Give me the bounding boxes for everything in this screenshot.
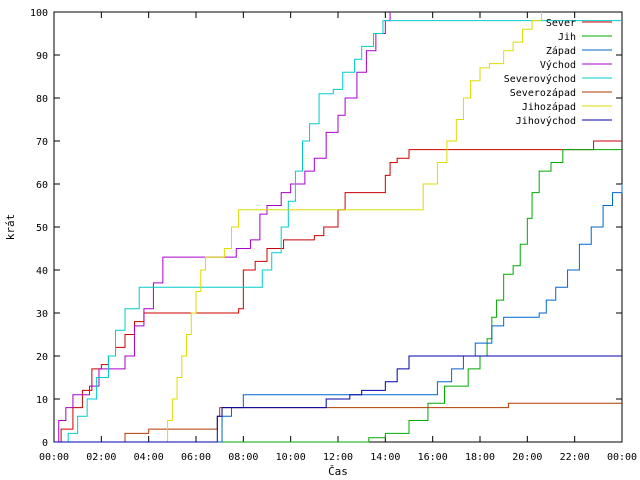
x-axis-title: Čas <box>328 465 348 478</box>
legend-label: Jihovýchod <box>516 115 576 127</box>
x-tick-label: 00:00 <box>607 452 637 463</box>
legend: Sever Jih Západ Východ Severovýchod Severozáp… <box>504 18 612 127</box>
series-line-severovýchod <box>54 20 622 443</box>
x-tick-label: 10:00 <box>276 452 306 463</box>
legend-label: Východ <box>540 59 576 71</box>
legend-label: Západ <box>546 45 576 57</box>
series-lines <box>54 12 623 443</box>
series-line-jihovýchod <box>54 355 622 443</box>
x-tick-label: 22:00 <box>560 452 590 463</box>
y-tick-label: 80 <box>36 94 48 105</box>
y-tick-label: 60 <box>36 180 48 191</box>
y-tick-label: 0 <box>42 438 48 449</box>
series-line-jihozápad <box>54 12 543 443</box>
y-tick-label: 90 <box>36 51 48 62</box>
y-tick-label: 100 <box>30 8 48 19</box>
legend-label: Sever <box>546 18 576 29</box>
x-tick-label: 14:00 <box>370 452 400 463</box>
x-tick-label: 12:00 <box>323 452 353 463</box>
legend-label: Severozápad <box>510 87 576 99</box>
y-tick-label: 10 <box>36 395 48 406</box>
series-line-jih <box>54 149 622 443</box>
x-tick-label: 16:00 <box>418 452 448 463</box>
y-tick-label: 20 <box>36 352 48 363</box>
series-line-sever <box>54 140 622 443</box>
y-tick-label: 30 <box>36 309 48 320</box>
series-line-východ <box>54 12 391 443</box>
x-tick-label: 04:00 <box>134 452 164 463</box>
x-tick-label: 00:00 <box>39 452 69 463</box>
x-tick-label: 06:00 <box>181 452 211 463</box>
legend-label: Severovýchod <box>504 73 576 85</box>
legend-label: Jihozápad <box>522 101 576 113</box>
y-axis-title: krát <box>4 214 17 241</box>
y-tick-label: 70 <box>36 137 48 148</box>
x-tick-label: 08:00 <box>228 452 258 463</box>
x-tick-label: 20:00 <box>512 452 542 463</box>
series-line-západ <box>54 184 623 443</box>
axis-ticks: 0 10 20 30 40 50 60 70 80 90 100 00:00 02:00 04:00 06:… <box>30 8 637 463</box>
x-tick-label: 18:00 <box>465 452 495 463</box>
y-tick-label: 40 <box>36 266 48 277</box>
x-tick-label: 02:00 <box>86 452 116 463</box>
series-line-severozápad <box>54 402 622 443</box>
legend-label: Jih <box>558 32 576 43</box>
y-tick-label: 50 <box>36 223 48 234</box>
